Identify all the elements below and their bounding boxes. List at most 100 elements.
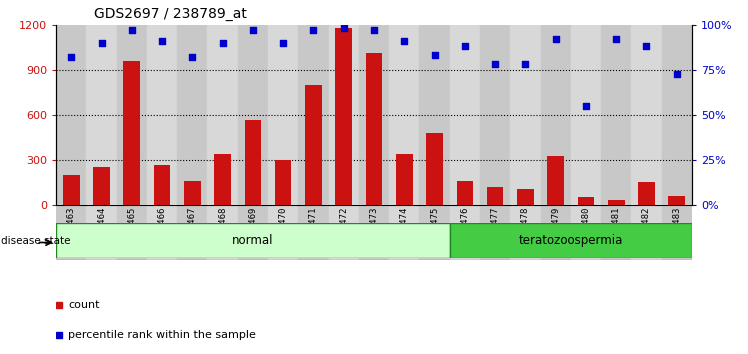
Bar xyxy=(147,205,177,260)
Point xyxy=(247,27,259,33)
Bar xyxy=(456,181,473,205)
Text: GSM158465: GSM158465 xyxy=(127,207,136,255)
Bar xyxy=(298,205,328,260)
Bar xyxy=(662,205,692,260)
Bar xyxy=(123,61,140,205)
Bar xyxy=(450,205,480,260)
Bar xyxy=(86,205,117,260)
Bar xyxy=(669,196,685,205)
Text: disease state: disease state xyxy=(1,236,70,246)
Text: GDS2697 / 238789_at: GDS2697 / 238789_at xyxy=(94,7,246,21)
Bar xyxy=(238,205,268,260)
Point xyxy=(489,62,501,67)
Text: percentile rank within the sample: percentile rank within the sample xyxy=(68,330,256,339)
Bar xyxy=(608,200,625,205)
Bar xyxy=(510,205,541,260)
Bar xyxy=(86,25,117,205)
Bar xyxy=(487,187,503,205)
Bar xyxy=(359,205,389,260)
Bar xyxy=(541,205,571,260)
Bar xyxy=(366,53,382,205)
Bar xyxy=(63,175,79,205)
Point xyxy=(429,53,441,58)
Text: GSM158477: GSM158477 xyxy=(491,207,500,255)
Bar xyxy=(577,197,594,205)
Point xyxy=(640,44,652,49)
Bar xyxy=(335,28,352,205)
Bar xyxy=(268,25,298,205)
Bar xyxy=(548,156,564,205)
Bar xyxy=(389,205,420,260)
Point xyxy=(156,38,168,44)
Point xyxy=(186,55,198,60)
Point xyxy=(65,55,77,60)
Bar xyxy=(328,205,359,260)
Bar xyxy=(94,167,110,205)
Text: GSM158478: GSM158478 xyxy=(521,207,530,255)
Text: count: count xyxy=(68,299,99,310)
Text: GSM158464: GSM158464 xyxy=(97,207,106,255)
Bar xyxy=(359,25,389,205)
Bar xyxy=(480,25,510,205)
Text: GSM158468: GSM158468 xyxy=(218,207,227,255)
Bar xyxy=(147,25,177,205)
Bar xyxy=(117,205,147,260)
Text: GSM158469: GSM158469 xyxy=(248,207,257,255)
Point xyxy=(519,62,531,67)
Text: GSM158470: GSM158470 xyxy=(279,207,288,255)
Text: GSM158482: GSM158482 xyxy=(642,207,651,255)
Point xyxy=(307,27,319,33)
Bar xyxy=(420,205,450,260)
Text: GSM158474: GSM158474 xyxy=(399,207,408,255)
Bar xyxy=(56,205,86,260)
Point xyxy=(217,40,229,46)
Bar xyxy=(177,205,207,260)
Point xyxy=(368,27,380,33)
Bar xyxy=(631,25,662,205)
Bar xyxy=(56,25,86,205)
Point xyxy=(459,44,470,49)
Point xyxy=(338,25,350,31)
Text: normal: normal xyxy=(232,234,274,247)
Text: GSM158471: GSM158471 xyxy=(309,207,318,255)
Point xyxy=(278,40,289,46)
Bar xyxy=(117,25,147,205)
Bar xyxy=(571,205,601,260)
Point xyxy=(610,36,622,42)
Text: GSM158473: GSM158473 xyxy=(370,207,378,255)
Text: GSM158463: GSM158463 xyxy=(67,207,76,255)
Bar xyxy=(480,205,510,260)
Bar xyxy=(662,25,692,205)
Text: GSM158467: GSM158467 xyxy=(188,207,197,255)
Bar xyxy=(396,154,413,205)
Bar xyxy=(420,25,450,205)
Bar xyxy=(601,25,631,205)
Point xyxy=(398,38,410,44)
Text: GSM158480: GSM158480 xyxy=(581,207,590,255)
Text: GSM158479: GSM158479 xyxy=(551,207,560,255)
Text: GSM158475: GSM158475 xyxy=(430,207,439,255)
Text: GSM158481: GSM158481 xyxy=(612,207,621,255)
Bar xyxy=(275,160,292,205)
Bar xyxy=(450,25,480,205)
Point xyxy=(126,27,138,33)
Text: GSM158476: GSM158476 xyxy=(460,207,469,255)
Bar xyxy=(177,25,207,205)
Bar xyxy=(298,25,328,205)
Bar xyxy=(638,182,654,205)
Bar xyxy=(154,165,171,205)
Bar xyxy=(510,25,541,205)
Bar xyxy=(245,120,261,205)
Bar xyxy=(571,25,601,205)
Bar xyxy=(328,25,359,205)
Point xyxy=(671,71,683,76)
Bar xyxy=(517,189,534,205)
Point xyxy=(550,36,562,42)
Bar xyxy=(305,85,322,205)
Bar xyxy=(601,205,631,260)
Bar xyxy=(238,25,268,205)
Text: GSM158472: GSM158472 xyxy=(340,207,349,255)
Point xyxy=(96,40,108,46)
Text: GSM158466: GSM158466 xyxy=(158,207,167,255)
Text: teratozoospermia: teratozoospermia xyxy=(518,234,623,247)
